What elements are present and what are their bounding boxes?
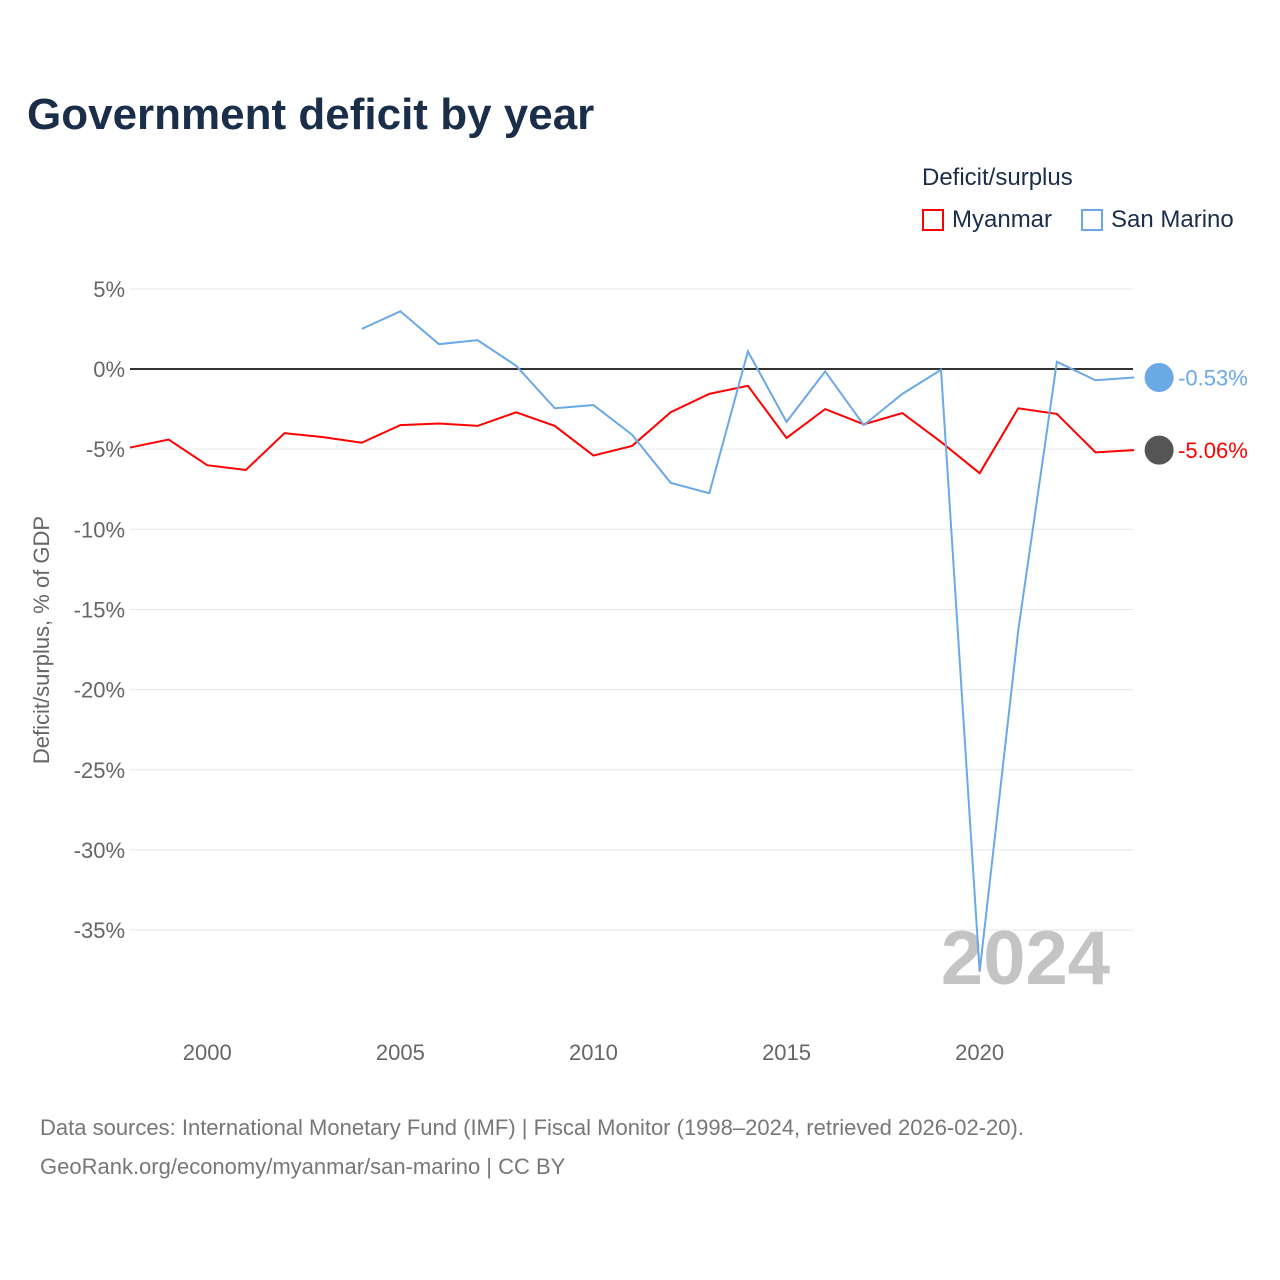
x-tick-label: 2000: [183, 1040, 232, 1065]
source-line: Data sources: International Monetary Fun…: [40, 1115, 1024, 1140]
y-tick-label: -20%: [74, 678, 125, 703]
end-value-label: -0.53%: [1178, 365, 1248, 390]
legend-swatch: [1081, 209, 1103, 231]
y-tick-label: 0%: [93, 357, 125, 382]
end-value-label: -5.06%: [1178, 438, 1248, 463]
y-tick-label: -15%: [74, 597, 125, 622]
legend-item-myanmar[interactable]: Myanmar: [922, 206, 1052, 234]
san-marino-flag-icon: [1143, 361, 1175, 393]
myanmar-flag-icon: [1143, 434, 1175, 466]
y-tick-label: 5%: [93, 277, 125, 302]
y-tick-label: -25%: [74, 758, 125, 783]
legend-label: Myanmar: [952, 206, 1053, 233]
legend-swatch: [922, 209, 944, 231]
year-watermark: 2024: [941, 916, 1110, 1001]
y-tick-label: -10%: [74, 517, 125, 542]
legend-item-san-marino[interactable]: San Marino: [1081, 206, 1234, 234]
legend-label: San Marino: [1111, 206, 1234, 233]
chart-title: Government deficit by year: [27, 90, 595, 139]
y-tick-label: -35%: [74, 918, 125, 943]
x-tick-label: 2020: [955, 1040, 1004, 1065]
x-tick-label: 2015: [762, 1040, 811, 1065]
x-tick-label: 2005: [376, 1040, 425, 1065]
series-line-san-marino: [361, 310, 1135, 972]
legend-title: Deficit/surplus: [922, 164, 1073, 191]
y-tick-label: -5%: [86, 437, 125, 462]
source-link[interactable]: GeoRank.org/economy/myanmar/san-marino |…: [40, 1154, 566, 1179]
y-tick-label: -30%: [74, 838, 125, 863]
source-note: Data sources: International Monetary Fun…: [40, 1108, 1024, 1186]
x-tick-label: 2010: [569, 1040, 618, 1065]
series-line-myanmar: [129, 384, 1135, 475]
